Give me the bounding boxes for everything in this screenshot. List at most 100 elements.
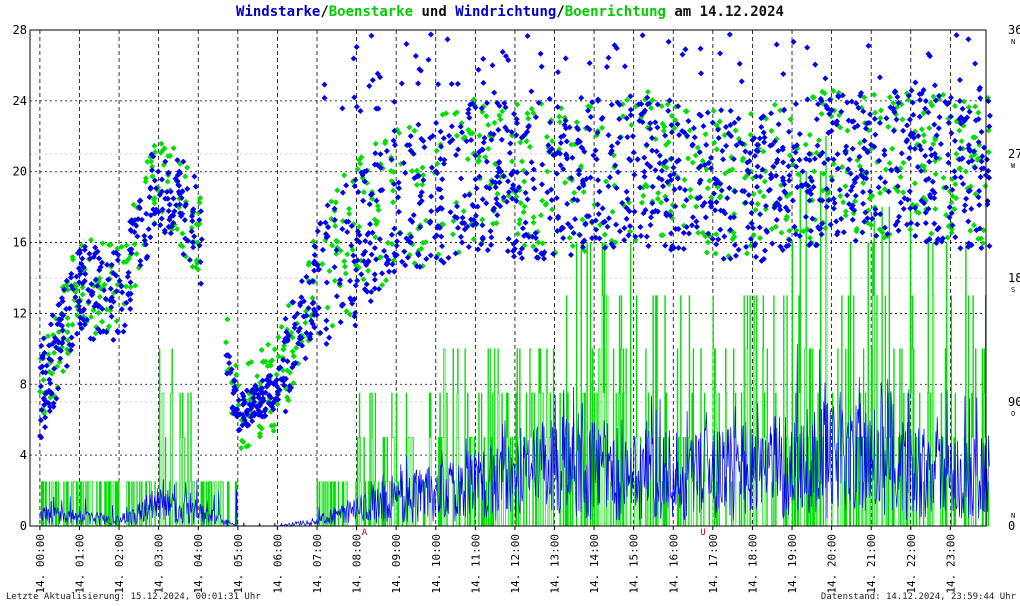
wind-direction-point [792,149,799,156]
wind-direction-point [175,181,182,188]
wind-direction-point [784,207,791,214]
gust-direction-point [341,258,348,265]
wind-direction-point [108,294,115,301]
wind-direction-point [881,224,888,231]
wind-direction-point [713,199,720,206]
wind-direction-point [767,171,774,178]
wind-direction-point [671,186,678,193]
wind-direction-point [291,324,298,331]
gust-direction-point [580,188,587,195]
wind-direction-point [819,220,826,227]
gust-direction-point [342,263,349,270]
wind-direction-point [640,210,647,217]
gust-direction-point [660,127,667,134]
wind-direction-point [339,302,346,309]
gust-direction-point [64,329,71,336]
gust-direction-point [360,276,367,283]
gust-direction-point [475,158,482,165]
wind-direction-point [702,214,709,221]
wind-direction-point [192,183,199,190]
wind-direction-point [887,104,894,111]
gust-direction-point [389,240,396,247]
wind-direction-point [331,216,338,223]
gust-direction-point [523,138,530,145]
wind-direction-point [474,203,481,210]
wind-direction-point [986,174,993,181]
gust-direction-point [844,127,851,134]
wind-direction-point [849,216,856,223]
wind-direction-point [685,118,692,125]
wind-direction-point [420,137,427,144]
wind-direction-point [944,101,951,108]
wind-direction-point [761,134,768,141]
wind-direction-point [437,128,444,135]
wind-direction-point [662,242,669,249]
wind-direction-point [390,180,397,187]
wind-direction-point [733,142,740,149]
gust-direction-point [926,125,933,132]
gust-direction-point [778,229,785,236]
gust-direction-point [96,293,103,300]
wind-direction-point [717,180,724,187]
wind-direction-point [505,235,512,242]
wind-direction-point [45,400,52,407]
gust-direction-point [952,181,959,188]
wind-direction-point [898,150,905,157]
wind-direction-point [505,189,512,196]
wind-direction-point [63,363,70,370]
wind-direction-point [147,184,154,191]
gust-direction-point [710,107,717,114]
event-marker-A: A [362,528,368,538]
wind-direction-point [614,99,621,106]
wind-direction-point [451,213,458,220]
wind-direction-point [730,214,737,221]
wind-direction-point [906,155,913,162]
gust-direction-point [483,113,490,120]
gust-direction-point [747,242,754,249]
gust-direction-point [800,228,807,235]
wind-direction-point [786,128,793,135]
wind-direction-point [59,322,66,329]
gust-direction-point [88,314,95,321]
wind-direction-point [671,170,678,177]
wind-direction-point [804,188,811,195]
wind-direction-point [53,395,60,402]
y-left-tick-0: 0 [20,519,27,533]
wind-direction-point [532,229,539,236]
wind-direction-point [389,261,396,268]
gust-direction-point [958,138,965,145]
wind-direction-point [748,220,755,227]
wind-direction-point [496,179,503,186]
wind-direction-point [367,298,374,305]
gust-direction-point [389,199,396,206]
wind-direction-point [848,205,855,212]
x-tick-label-8: 14. 08:00 [351,534,364,594]
gust-direction-point [802,141,809,148]
wind-direction-point [897,199,904,206]
wind-direction-point [373,105,380,112]
wind-direction-point [43,389,50,396]
wind-direction-point [719,147,726,154]
wind-direction-point [494,173,501,180]
wind-direction-point [48,389,55,396]
wind-direction-point [42,424,49,431]
wind-direction-point [86,255,93,262]
wind-direction-point [125,291,132,298]
x-tick-label-14: 14. 14:00 [588,534,601,594]
gust-direction-point [704,239,711,246]
wind-direction-point [977,84,984,91]
wind-direction-point [799,168,806,175]
wind-direction-point [282,315,289,322]
wind-direction-point [726,184,733,191]
gust-direction-point [383,277,390,284]
gust-direction-point [332,199,339,206]
wind-direction-point [682,186,689,193]
wind-direction-point [796,232,803,239]
wind-direction-point [388,156,395,163]
wind-direction-point [433,119,440,126]
wind-direction-point [815,101,822,108]
gust-direction-point [469,130,476,137]
wind-direction-point [668,122,675,129]
wind-direction-point [459,214,466,221]
wind-direction-point [428,164,435,171]
